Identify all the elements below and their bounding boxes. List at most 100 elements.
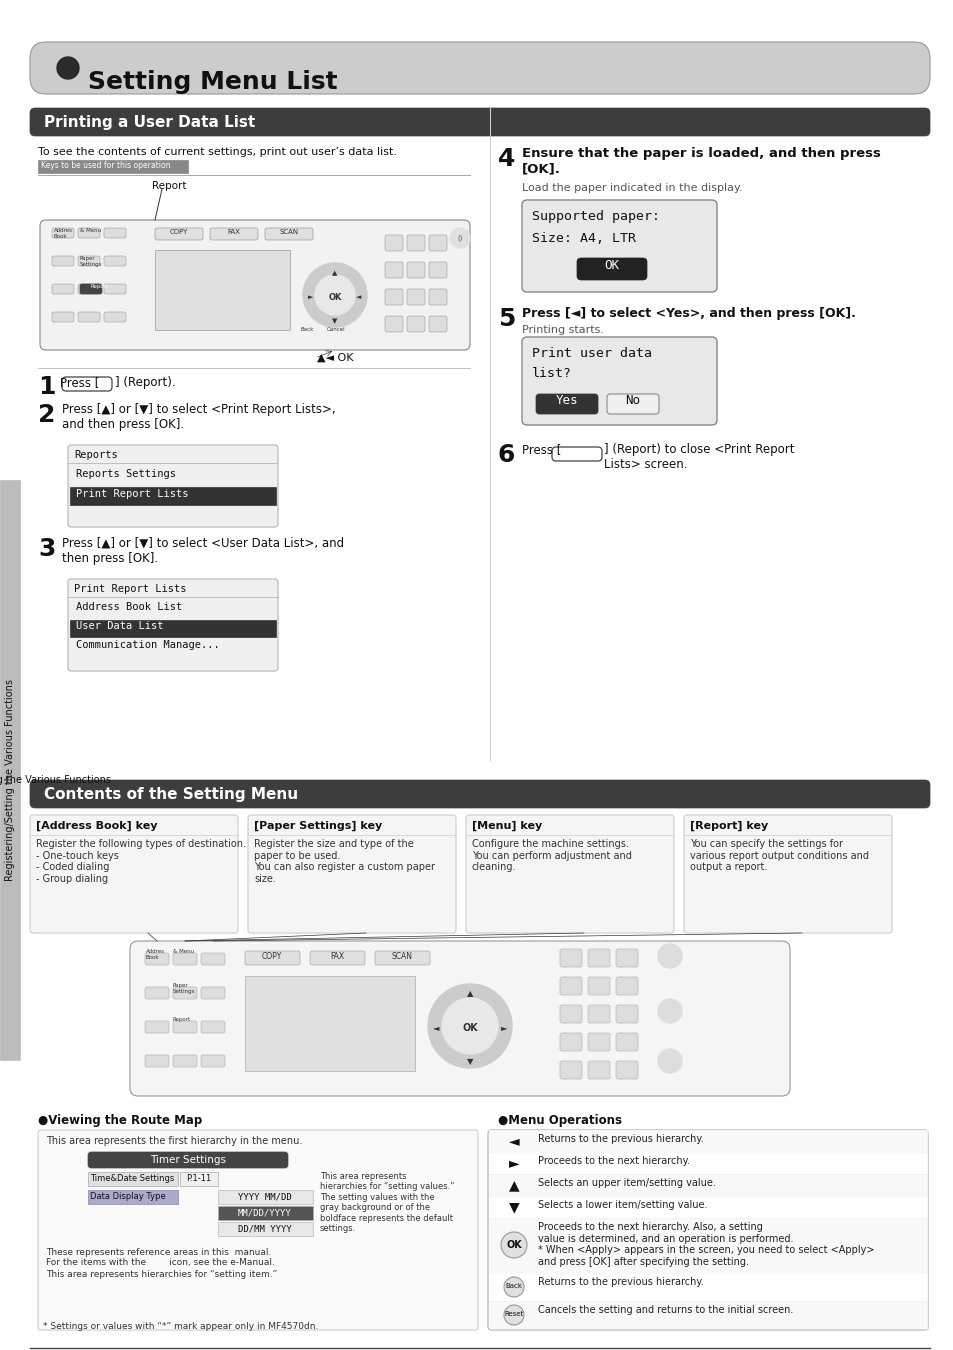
Bar xyxy=(489,1130,926,1152)
Text: Reports: Reports xyxy=(74,450,117,460)
Text: Time&Date Settings: Time&Date Settings xyxy=(90,1174,174,1183)
Text: Report: Report xyxy=(152,181,186,190)
FancyBboxPatch shape xyxy=(78,228,100,238)
FancyBboxPatch shape xyxy=(616,1033,638,1052)
Text: list?: list? xyxy=(532,367,572,379)
Text: User Data List: User Data List xyxy=(76,621,163,630)
FancyBboxPatch shape xyxy=(559,977,581,995)
FancyBboxPatch shape xyxy=(30,108,929,136)
FancyBboxPatch shape xyxy=(521,200,717,292)
Text: MM/DD/YYYY: MM/DD/YYYY xyxy=(238,1208,292,1216)
Text: Addres
Book: Addres Book xyxy=(54,228,73,239)
Text: DD/MM YYYY: DD/MM YYYY xyxy=(238,1224,292,1233)
FancyBboxPatch shape xyxy=(536,394,598,414)
FancyBboxPatch shape xyxy=(52,256,74,266)
Text: Selects an upper item/setting value.: Selects an upper item/setting value. xyxy=(537,1179,715,1188)
Text: Setting Menu List: Setting Menu List xyxy=(88,70,337,95)
FancyBboxPatch shape xyxy=(52,312,74,323)
Text: Print Report Lists: Print Report Lists xyxy=(74,585,186,594)
Circle shape xyxy=(500,1233,526,1258)
FancyBboxPatch shape xyxy=(172,1054,196,1067)
FancyBboxPatch shape xyxy=(145,953,169,965)
FancyBboxPatch shape xyxy=(552,447,601,460)
Text: Load the paper indicated in the display.: Load the paper indicated in the display. xyxy=(521,184,741,193)
Text: & Menu: & Menu xyxy=(172,949,193,954)
FancyBboxPatch shape xyxy=(245,950,299,965)
Text: ▼: ▼ xyxy=(332,319,337,324)
FancyBboxPatch shape xyxy=(104,312,126,323)
Text: Returns to the previous hierarchy.: Returns to the previous hierarchy. xyxy=(537,1277,703,1287)
FancyBboxPatch shape xyxy=(52,228,74,238)
FancyBboxPatch shape xyxy=(375,950,430,965)
FancyBboxPatch shape xyxy=(52,284,74,294)
FancyBboxPatch shape xyxy=(104,228,126,238)
FancyBboxPatch shape xyxy=(407,316,424,332)
Text: YYYY MM/DD: YYYY MM/DD xyxy=(238,1192,292,1202)
FancyBboxPatch shape xyxy=(145,1054,169,1067)
Text: ►: ► xyxy=(500,1023,507,1033)
Text: FAX: FAX xyxy=(330,952,344,961)
FancyBboxPatch shape xyxy=(429,235,447,251)
Text: Back: Back xyxy=(505,1282,522,1289)
Text: Report: Report xyxy=(91,284,109,289)
FancyBboxPatch shape xyxy=(407,262,424,278)
Bar xyxy=(154,250,290,329)
Text: OK: OK xyxy=(604,259,618,271)
FancyBboxPatch shape xyxy=(172,1021,196,1033)
FancyBboxPatch shape xyxy=(145,1021,169,1033)
Text: Returns to the previous hierarchy.: Returns to the previous hierarchy. xyxy=(537,1134,703,1143)
Text: ▼: ▼ xyxy=(508,1200,518,1214)
Text: ] (Report).: ] (Report). xyxy=(115,377,175,389)
FancyBboxPatch shape xyxy=(210,228,257,240)
Text: ►: ► xyxy=(508,1156,518,1170)
FancyBboxPatch shape xyxy=(104,284,126,294)
FancyBboxPatch shape xyxy=(616,949,638,967)
Text: 1: 1 xyxy=(38,375,55,400)
Text: ►: ► xyxy=(308,294,314,300)
FancyBboxPatch shape xyxy=(88,1152,288,1168)
FancyBboxPatch shape xyxy=(154,228,203,240)
Text: COPY: COPY xyxy=(170,230,188,235)
Bar xyxy=(489,1152,926,1174)
FancyBboxPatch shape xyxy=(616,1004,638,1023)
Bar xyxy=(245,976,415,1071)
Circle shape xyxy=(658,1049,681,1073)
Text: (): () xyxy=(456,235,462,242)
Bar xyxy=(180,1172,218,1187)
Text: Printing a User Data List: Printing a User Data List xyxy=(44,115,255,130)
Text: ▲: ▲ xyxy=(332,270,337,275)
Text: No: No xyxy=(625,394,639,406)
Text: Paper
Settings: Paper Settings xyxy=(172,983,195,994)
Text: Print user data: Print user data xyxy=(532,347,651,360)
Text: [Paper Settings] key: [Paper Settings] key xyxy=(253,821,382,832)
Text: [Report] key: [Report] key xyxy=(689,821,767,832)
FancyBboxPatch shape xyxy=(104,256,126,266)
Text: This area represents
hierarchies for “setting values.”
The setting values with t: This area represents hierarchies for “se… xyxy=(319,1172,454,1233)
Text: These represents reference areas in this  manual.
For the items with the        : These represents reference areas in this… xyxy=(46,1247,274,1268)
FancyBboxPatch shape xyxy=(172,953,196,965)
Text: ▲: ▲ xyxy=(508,1179,518,1192)
Circle shape xyxy=(658,999,681,1023)
FancyBboxPatch shape xyxy=(587,1033,609,1052)
Bar xyxy=(88,1172,178,1187)
Text: Timer Settings: Timer Settings xyxy=(150,1156,226,1165)
FancyBboxPatch shape xyxy=(30,780,929,809)
Text: Reset: Reset xyxy=(504,1311,523,1318)
Text: [Menu] key: [Menu] key xyxy=(472,821,541,832)
Text: Addres
Book: Addres Book xyxy=(146,949,165,960)
Text: Supported paper:: Supported paper: xyxy=(532,211,659,223)
Circle shape xyxy=(441,998,497,1054)
Text: This area represents hierarchies for “setting item.”: This area represents hierarchies for “se… xyxy=(46,1270,277,1278)
Bar xyxy=(38,161,188,173)
Circle shape xyxy=(503,1305,523,1324)
FancyBboxPatch shape xyxy=(683,815,891,933)
Bar xyxy=(70,487,275,505)
Text: & Menu: & Menu xyxy=(80,228,101,234)
Bar xyxy=(70,620,275,637)
Text: Register the following types of destination.
- One-touch keys
- Coded dialing
- : Register the following types of destinat… xyxy=(36,838,246,884)
Bar xyxy=(489,1273,926,1301)
Text: OK: OK xyxy=(328,293,341,301)
FancyBboxPatch shape xyxy=(587,949,609,967)
Text: Yes: Yes xyxy=(556,394,578,406)
Text: Proceeds to the next hierarchy. Also, a setting
value is determined, and an oper: Proceeds to the next hierarchy. Also, a … xyxy=(537,1222,874,1266)
